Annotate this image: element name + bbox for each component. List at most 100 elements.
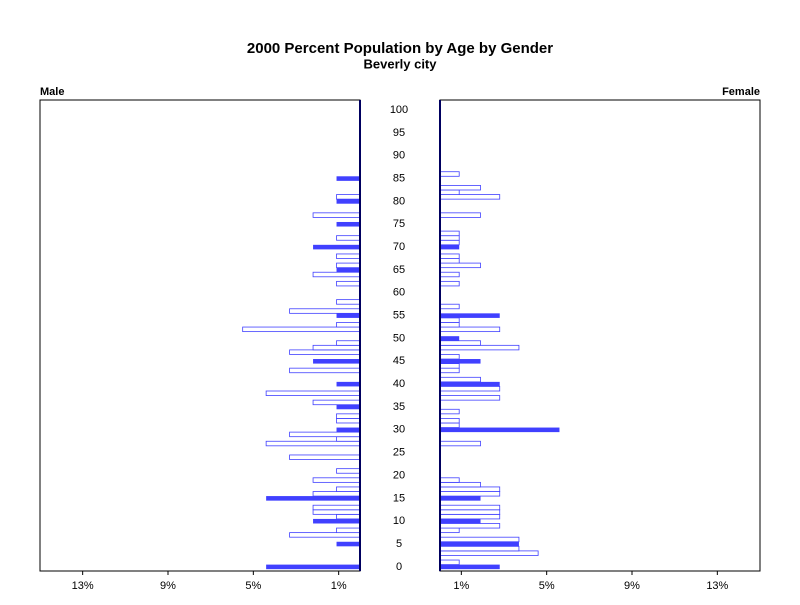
bar xyxy=(336,176,360,181)
bar xyxy=(439,477,460,483)
y-tick-label: 45 xyxy=(393,355,405,367)
y-tick-label: 65 xyxy=(393,264,405,276)
bar xyxy=(336,427,360,433)
bar xyxy=(439,212,481,218)
bar xyxy=(312,477,361,483)
bar xyxy=(265,390,361,396)
bar xyxy=(439,440,481,447)
x-tick-label: 13% xyxy=(706,580,728,592)
y-tick-label: 25 xyxy=(393,447,405,459)
x-tick-label: 9% xyxy=(624,580,640,592)
bar xyxy=(289,367,361,374)
legend-label: Male xyxy=(40,86,64,98)
bar xyxy=(439,386,501,392)
bar xyxy=(439,509,501,515)
bar xyxy=(336,513,361,520)
y-tick-label: 50 xyxy=(393,332,405,344)
y-tick-label: 40 xyxy=(393,378,405,390)
bar xyxy=(439,536,520,543)
bar xyxy=(439,486,501,492)
y-tick-label: 60 xyxy=(393,287,405,299)
bar xyxy=(439,303,460,310)
bar xyxy=(312,491,361,497)
bar xyxy=(439,344,520,351)
x-tick-label: 5% xyxy=(245,580,261,592)
bar xyxy=(439,230,460,237)
bar xyxy=(336,418,361,424)
bar xyxy=(289,431,361,438)
y-tick-label: 70 xyxy=(393,241,405,253)
bar xyxy=(440,313,500,318)
bar xyxy=(336,468,361,474)
bar xyxy=(439,280,460,287)
chart-title: 2000 Percent Population by Age by Gender xyxy=(247,40,553,57)
bar xyxy=(439,559,460,566)
bar xyxy=(266,564,360,570)
bar xyxy=(439,194,501,200)
bar xyxy=(439,171,460,177)
bar xyxy=(266,496,360,501)
bar xyxy=(439,317,460,323)
bar xyxy=(439,185,481,191)
bar xyxy=(439,550,539,556)
y-tick-label: 15 xyxy=(393,492,405,504)
bar xyxy=(439,527,460,534)
bar xyxy=(439,395,501,401)
bar xyxy=(336,541,360,547)
bar xyxy=(336,404,360,410)
bar xyxy=(289,454,361,460)
bar xyxy=(440,244,460,250)
x-tick-label: 13% xyxy=(72,580,94,592)
y-tick-label: 35 xyxy=(393,401,405,413)
bar xyxy=(313,518,360,524)
bar xyxy=(440,381,500,387)
bar xyxy=(289,308,361,314)
x-tick-label: 1% xyxy=(331,580,347,592)
bar xyxy=(312,509,361,515)
bar xyxy=(312,504,361,511)
bar xyxy=(439,326,501,333)
bar xyxy=(336,194,361,200)
bar xyxy=(336,221,360,227)
bar xyxy=(439,363,460,369)
bar xyxy=(439,422,460,428)
bar xyxy=(439,258,460,264)
bar xyxy=(439,513,501,520)
bar xyxy=(439,545,520,552)
bar xyxy=(336,527,361,534)
y-tick-label: 55 xyxy=(393,310,405,322)
bar xyxy=(440,427,560,433)
bar xyxy=(439,189,460,195)
x-tick-label: 1% xyxy=(453,580,469,592)
bar xyxy=(312,399,361,406)
bar xyxy=(336,280,361,287)
y-tick-label: 90 xyxy=(393,150,405,162)
bar xyxy=(440,541,519,547)
bar xyxy=(289,349,361,355)
bar xyxy=(439,235,460,241)
bar xyxy=(439,504,501,511)
y-tick-label: 75 xyxy=(393,218,405,230)
bar xyxy=(439,271,460,278)
y-tick-label: 20 xyxy=(393,469,405,481)
bar xyxy=(440,359,481,364)
bar xyxy=(336,299,361,305)
bar xyxy=(439,408,460,415)
bar xyxy=(312,212,361,218)
bar xyxy=(440,564,500,570)
legend-label: Female xyxy=(722,86,760,98)
y-tick-label: 10 xyxy=(393,515,405,527)
bar xyxy=(265,440,361,447)
bar xyxy=(336,340,361,346)
bar xyxy=(336,253,361,259)
y-tick-label: 30 xyxy=(393,424,405,436)
bar xyxy=(440,518,481,524)
y-tick-label: 5 xyxy=(396,538,402,550)
bar xyxy=(439,481,481,488)
bar xyxy=(336,267,360,273)
bar xyxy=(313,359,360,364)
y-tick-label: 95 xyxy=(393,127,405,139)
bar xyxy=(440,496,481,501)
panel-frame xyxy=(439,99,761,572)
